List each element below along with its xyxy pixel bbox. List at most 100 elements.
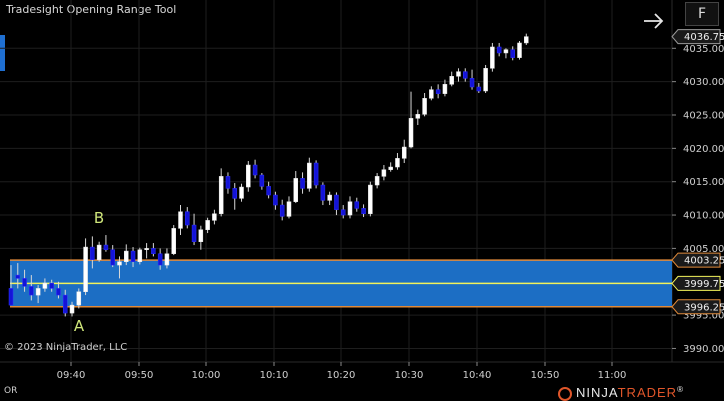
candle-body (218, 176, 224, 214)
x-tick-label: 10:40 (463, 370, 492, 381)
candle-body (476, 86, 482, 92)
logo-trader: TRADER (617, 385, 678, 400)
range-low-tag-text: 3996.25 (684, 302, 724, 313)
candle-body (374, 176, 380, 186)
y-tick-label: 4035.00 (683, 44, 724, 55)
candle-body (307, 162, 312, 189)
candle-body (232, 188, 237, 199)
candle-body (422, 98, 427, 115)
chart-f-button[interactable]: F (685, 2, 719, 26)
range-high-tag-text: 4003.25 (684, 256, 724, 267)
candle-body (83, 246, 88, 293)
candle-body (435, 89, 441, 94)
y-tick-label: 4025.00 (683, 111, 724, 122)
candle-body (517, 42, 522, 58)
range-low-tag: 3996.25 (671, 299, 724, 315)
candle-body (205, 220, 210, 230)
candle-body (198, 229, 204, 242)
last-price-tag: 4036.75 (671, 29, 724, 45)
candle-body (401, 146, 407, 159)
candle-body (429, 89, 434, 99)
ninjatrader-logo: NINJATRADER® (558, 385, 684, 401)
candle-body (293, 178, 299, 202)
last-price-tag-text: 4036.75 (684, 32, 724, 43)
candle-body (103, 244, 109, 250)
x-tick-label: 09:40 (57, 370, 86, 381)
left-panel-handle[interactable] (0, 35, 5, 71)
x-tick-label: 11:00 (598, 370, 627, 381)
candle-body (110, 249, 115, 266)
candle-body (320, 184, 326, 201)
candle-body (266, 186, 271, 196)
candle-body (96, 244, 102, 260)
arrow-right-icon[interactable] (642, 11, 666, 31)
candle-body (259, 174, 265, 187)
candle-body (246, 164, 251, 188)
candle-body (56, 288, 61, 296)
opening-range-band (10, 259, 672, 308)
candle-body (252, 164, 258, 176)
candle-body (15, 274, 21, 279)
candle-body (442, 84, 448, 94)
candle-body (395, 158, 400, 168)
x-tick-label: 10:10 (260, 370, 289, 381)
window-title: Tradesight Opening Range Tool (6, 3, 177, 16)
annotation-b: B (94, 209, 104, 227)
candle-body (42, 282, 48, 289)
candle-body (415, 114, 421, 119)
price-axis: 4035.00 4030.00 4025.00 4020.00 4015.00 4010.… (671, 29, 724, 355)
candle-body (191, 224, 197, 242)
candle-body (35, 288, 41, 296)
candle-body (313, 162, 319, 186)
candle-body (490, 46, 495, 69)
y-tick-label: 4010.00 (683, 211, 724, 222)
candle-body (483, 68, 488, 92)
candle-body (463, 71, 468, 79)
candle-body (340, 209, 346, 216)
range-high-tag-shape (671, 252, 721, 268)
y-tick-label: 3990.00 (683, 344, 724, 355)
copyright-text: © 2023 NinjaTrader, LLC (4, 342, 128, 353)
candle-body (90, 246, 95, 260)
candle-body (8, 288, 14, 306)
candle-body (327, 194, 332, 201)
x-tick-label: 10:50 (531, 370, 560, 381)
chart-grid (0, 0, 724, 363)
range-mid-tag-text: 3999.75 (684, 279, 724, 290)
range-high-tag: 4003.25 (671, 252, 724, 268)
candle-body (157, 253, 163, 266)
candle-body (456, 71, 461, 77)
time-axis: 09:40 09:50 10:00 10:10 10:20 10:30 10:40 10:50… (57, 362, 627, 381)
candle-body (300, 178, 305, 189)
candle-body (381, 169, 387, 177)
candle-body (449, 76, 454, 85)
x-tick-label: 09:50 (125, 370, 154, 381)
candle-body (510, 49, 515, 58)
candle-body (503, 49, 509, 54)
annotation-a: A (74, 317, 85, 335)
logo-ninja: NINJA (576, 385, 618, 400)
candle-body (273, 194, 278, 206)
overlay: AB (74, 209, 104, 335)
candle-body (368, 184, 373, 214)
candle-body (76, 291, 82, 306)
candles (8, 33, 529, 317)
candle-body (361, 208, 366, 214)
candle-body (144, 248, 149, 250)
candle-body (130, 250, 136, 262)
candle-body (178, 211, 183, 229)
candle-body (124, 250, 129, 262)
candle-body (22, 278, 27, 287)
candle-body (239, 186, 244, 199)
candle-body (151, 248, 156, 254)
candle-body (164, 253, 170, 266)
candle-body (62, 294, 68, 314)
candle-body (69, 304, 75, 314)
range-mid-tag: 3999.75 (671, 275, 724, 291)
logo-reg: ® (677, 385, 684, 394)
last-price-tag-shape (671, 29, 721, 45)
logo-mark-icon (558, 386, 572, 401)
candle-body (286, 201, 292, 217)
candle-body (354, 201, 360, 209)
